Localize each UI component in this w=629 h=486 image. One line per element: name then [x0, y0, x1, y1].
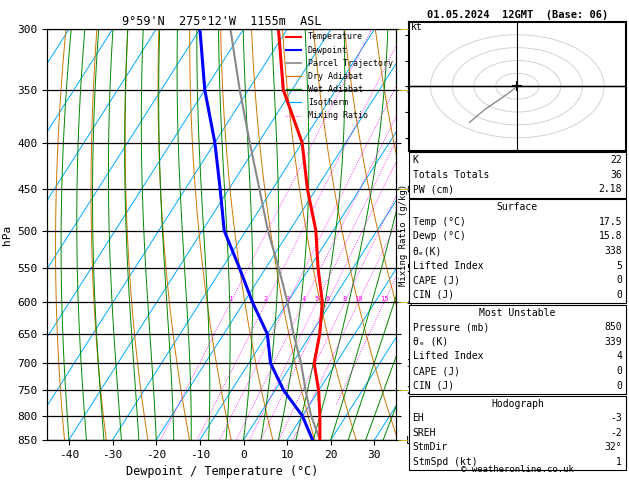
Text: 0: 0 [616, 290, 622, 300]
Text: —: — [398, 435, 409, 445]
Text: SREH: SREH [413, 428, 436, 438]
Text: 32°: 32° [604, 442, 622, 452]
Text: 36: 36 [610, 170, 622, 180]
Text: kt: kt [411, 21, 423, 32]
Text: 0: 0 [616, 366, 622, 376]
Text: 5: 5 [616, 260, 622, 271]
Text: StmSpd (kt): StmSpd (kt) [413, 457, 477, 467]
Text: Totals Totals: Totals Totals [413, 170, 489, 180]
Text: Temp (°C): Temp (°C) [413, 217, 465, 227]
Text: CAPE (J): CAPE (J) [413, 275, 460, 285]
Text: —: — [398, 184, 409, 194]
Text: Lifted Index: Lifted Index [413, 260, 483, 271]
Text: CIN (J): CIN (J) [413, 290, 454, 300]
Text: Mixing Ratio (g/kg): Mixing Ratio (g/kg) [399, 183, 408, 286]
Text: EH: EH [413, 413, 425, 423]
Text: CIN (J): CIN (J) [413, 381, 454, 391]
Text: K: K [413, 155, 418, 165]
Text: 1: 1 [228, 296, 233, 302]
Text: —: — [398, 24, 409, 34]
Text: 10: 10 [354, 296, 362, 302]
Text: 4: 4 [616, 351, 622, 362]
Text: 5: 5 [314, 296, 319, 302]
Legend: Temperature, Dewpoint, Parcel Trajectory, Dry Adiabat, Wet Adiabat, Isotherm, Mi: Temperature, Dewpoint, Parcel Trajectory… [283, 29, 396, 124]
Text: —: — [398, 85, 409, 95]
Text: 8: 8 [342, 296, 347, 302]
Text: CAPE (J): CAPE (J) [413, 366, 460, 376]
Y-axis label: hPa: hPa [2, 225, 12, 244]
Text: Pressure (mb): Pressure (mb) [413, 322, 489, 332]
Text: Surface: Surface [497, 202, 538, 212]
Text: PW (cm): PW (cm) [413, 184, 454, 194]
Text: 0: 0 [616, 275, 622, 285]
Text: 15.8: 15.8 [599, 231, 622, 242]
Text: 3: 3 [286, 296, 290, 302]
Text: 1: 1 [616, 457, 622, 467]
Text: —: — [398, 297, 409, 308]
Text: 01.05.2024  12GMT  (Base: 06): 01.05.2024 12GMT (Base: 06) [426, 10, 608, 20]
Text: Hodograph: Hodograph [491, 399, 544, 409]
Text: 2: 2 [264, 296, 268, 302]
Text: -3: -3 [610, 413, 622, 423]
Text: 850: 850 [604, 322, 622, 332]
Text: 15: 15 [380, 296, 388, 302]
Text: Dewp (°C): Dewp (°C) [413, 231, 465, 242]
Text: 339: 339 [604, 337, 622, 347]
Text: θₑ (K): θₑ (K) [413, 337, 448, 347]
Text: 4: 4 [302, 296, 306, 302]
Y-axis label: km
ASL: km ASL [435, 224, 453, 245]
Text: 0: 0 [616, 381, 622, 391]
X-axis label: Dewpoint / Temperature (°C): Dewpoint / Temperature (°C) [126, 465, 318, 478]
Text: θₑ(K): θₑ(K) [413, 246, 442, 256]
Text: StmDir: StmDir [413, 442, 448, 452]
Text: -2: -2 [610, 428, 622, 438]
Text: 6: 6 [325, 296, 330, 302]
Text: 22: 22 [610, 155, 622, 165]
Text: Most Unstable: Most Unstable [479, 308, 555, 318]
Text: —: — [398, 385, 409, 396]
Text: 17.5: 17.5 [599, 217, 622, 227]
Text: 338: 338 [604, 246, 622, 256]
Title: 9°59'N  275°12'W  1155m  ASL: 9°59'N 275°12'W 1155m ASL [122, 15, 321, 28]
Text: © weatheronline.co.uk: © weatheronline.co.uk [461, 465, 574, 474]
Text: 2.18: 2.18 [599, 184, 622, 194]
Text: Lifted Index: Lifted Index [413, 351, 483, 362]
